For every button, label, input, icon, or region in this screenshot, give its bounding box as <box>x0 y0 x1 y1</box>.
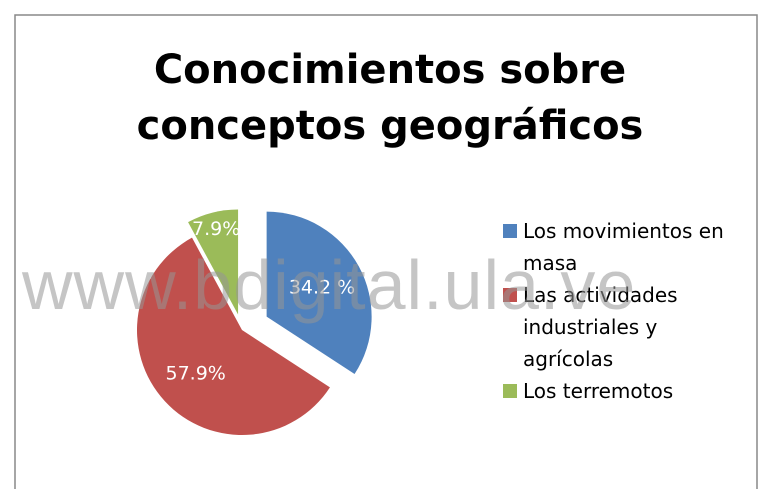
legend-item: Los movimientos en masa <box>503 215 753 279</box>
legend-item: Los terremotos <box>503 375 753 407</box>
chart-border <box>14 14 758 489</box>
legend-swatch <box>503 384 517 398</box>
legend-label: Los movimientos en masa <box>523 219 724 275</box>
watermark: www.bdigital.ula.ve <box>22 246 637 324</box>
pie-slice <box>266 211 372 375</box>
legend-item: Las actividades industriales y agrícolas <box>503 279 753 375</box>
legend-swatch <box>503 288 517 302</box>
data-label: 57.9% <box>165 363 225 385</box>
legend-label: Los terremotos <box>523 379 674 403</box>
data-label: 34.2 % <box>289 277 355 299</box>
pie-slice <box>188 209 239 315</box>
data-label: 7.9% <box>192 218 240 240</box>
legend: Los movimientos en masa Las actividades i… <box>503 215 753 407</box>
chart-title: Conocimientos sobre conceptos geográfico… <box>136 47 644 149</box>
legend-swatch <box>503 224 517 238</box>
pie-slice <box>136 237 330 436</box>
legend-label: Las actividades industriales y agrícolas <box>523 283 678 371</box>
